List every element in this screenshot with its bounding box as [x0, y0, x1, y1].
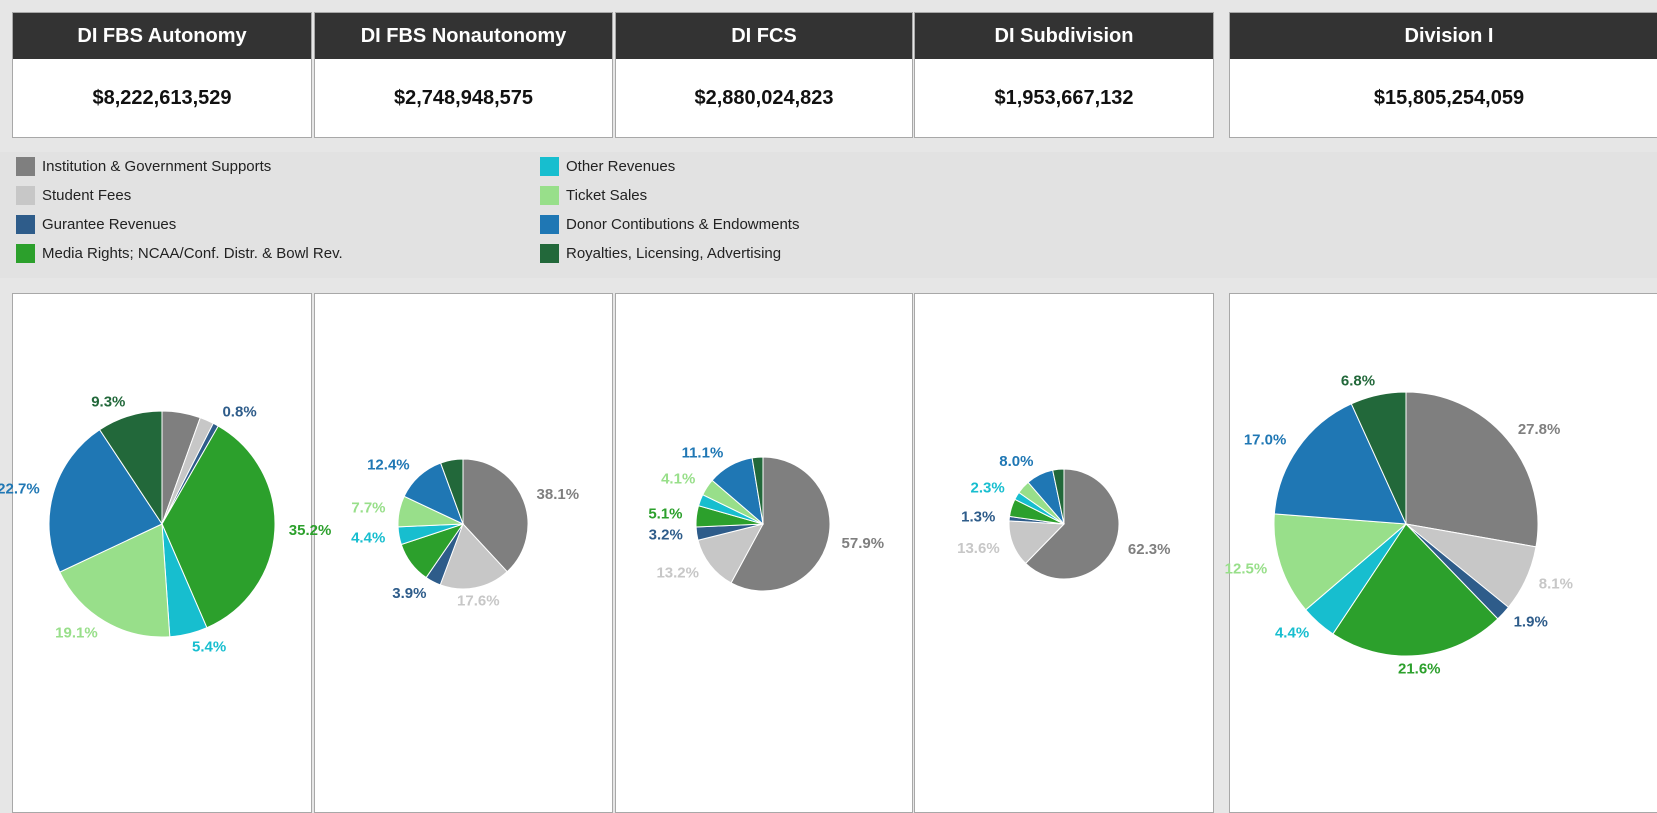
- legend-label: Media Rights; NCAA/Conf. Distr. & Bowl R…: [42, 245, 343, 262]
- legend-swatch: [540, 215, 559, 234]
- slice-label: 4.4%: [351, 529, 385, 546]
- slice-label: 5.4%: [192, 638, 226, 655]
- slice-label: 3.9%: [392, 585, 426, 602]
- pie-slice: [730, 456, 831, 592]
- legend-swatch: [16, 186, 35, 205]
- legend-label: Other Revenues: [566, 158, 675, 175]
- slice-label: 35.2%: [289, 522, 332, 539]
- legend-label: Gurantee Revenues: [42, 216, 176, 233]
- slice-label: 0.8%: [222, 403, 256, 420]
- slice-label: 12.4%: [367, 457, 410, 474]
- legend-label: Institution & Government Supports: [42, 158, 271, 175]
- slice-label: 57.9%: [842, 535, 885, 552]
- pie-slice: [48, 429, 163, 573]
- card-total: $1,953,667,132: [994, 86, 1134, 109]
- slice-label: 17.0%: [1244, 431, 1287, 448]
- pie-slice: [697, 523, 764, 584]
- pie-slice: [1273, 513, 1408, 611]
- slice-label: 13.6%: [957, 540, 1000, 557]
- slice-label: 6.8%: [1341, 372, 1375, 389]
- pie-slice: [1024, 468, 1120, 580]
- slice-label: 7.7%: [351, 499, 385, 516]
- slice-label: 1.3%: [961, 508, 995, 525]
- slice-label: 12.5%: [1225, 560, 1268, 577]
- slice-label: 4.4%: [1275, 624, 1309, 641]
- slice-label: 19.1%: [55, 624, 98, 641]
- slice-label: 22.7%: [0, 481, 40, 498]
- slice-label: 62.3%: [1128, 541, 1171, 558]
- slice-label: 17.6%: [457, 592, 500, 609]
- slice-label: 13.2%: [656, 565, 699, 582]
- pie-slice: [98, 410, 163, 526]
- slice-label: 11.1%: [682, 444, 724, 461]
- pie-slice: [1405, 391, 1539, 548]
- card-total: $2,748,948,575: [393, 86, 534, 109]
- card-title: DI Subdivision: [915, 13, 1213, 59]
- legend-swatch: [540, 186, 559, 205]
- pie-slice: [59, 523, 171, 638]
- slice-label: 8.0%: [999, 453, 1033, 470]
- summary-card: DI FBS Nonautonomy $2,748,948,575: [314, 12, 613, 138]
- slice-label: 27.8%: [1518, 421, 1561, 438]
- slice-label: 38.1%: [537, 486, 580, 503]
- legend-swatch: [16, 244, 35, 263]
- legend-svg: Institution & Government Supports Student…: [16, 157, 799, 263]
- summary-card: DI FCS $2,880,024,823: [615, 12, 913, 138]
- slice-label: 3.2%: [649, 527, 683, 544]
- slice-label: 5.1%: [648, 506, 682, 523]
- legend: Institution & Government Supports Student…: [0, 152, 1657, 278]
- slice-label: 8.1%: [1539, 576, 1573, 593]
- card-title: DI FCS: [616, 13, 912, 59]
- pie-slice: [1273, 403, 1407, 525]
- card-total: $8,222,613,529: [92, 86, 232, 109]
- legend-label: Student Fees: [42, 187, 131, 204]
- summary-card: DI FBS Autonomy $8,222,613,529: [12, 12, 312, 138]
- legend-swatch: [540, 244, 559, 263]
- card-total: $15,805,254,059: [1373, 86, 1525, 109]
- legend-label: Royalties, Licensing, Advertising: [566, 245, 781, 262]
- pie-slice: [161, 425, 276, 629]
- pie-slice: [1332, 523, 1499, 657]
- legend-swatch: [540, 157, 559, 176]
- slice-label: 4.1%: [661, 470, 695, 487]
- slice-label: 21.6%: [1398, 660, 1441, 677]
- pie-slice: [462, 458, 529, 573]
- card-title: DI FBS Nonautonomy: [315, 13, 612, 59]
- legend-label: Donor Contibutions & Endowments: [566, 216, 799, 233]
- summary-card: Division I $15,805,254,059: [1229, 12, 1657, 138]
- slice-label: 9.3%: [91, 393, 125, 410]
- card-title: Division I: [1230, 13, 1657, 59]
- pie-slice: [1052, 468, 1065, 525]
- summary-card: DI Subdivision $1,953,667,132: [914, 12, 1214, 138]
- legend-label: Ticket Sales: [566, 187, 647, 204]
- pie-slice: [1350, 391, 1407, 525]
- legend-swatch: [16, 157, 35, 176]
- pie-slice: [439, 458, 464, 525]
- legend-swatch: [16, 215, 35, 234]
- card-total: $2,880,024,823: [694, 86, 834, 109]
- slice-label: 2.3%: [971, 480, 1005, 497]
- pie-slice: [751, 456, 764, 525]
- card-title: DI FBS Autonomy: [13, 13, 311, 59]
- slice-label: 1.9%: [1514, 614, 1548, 631]
